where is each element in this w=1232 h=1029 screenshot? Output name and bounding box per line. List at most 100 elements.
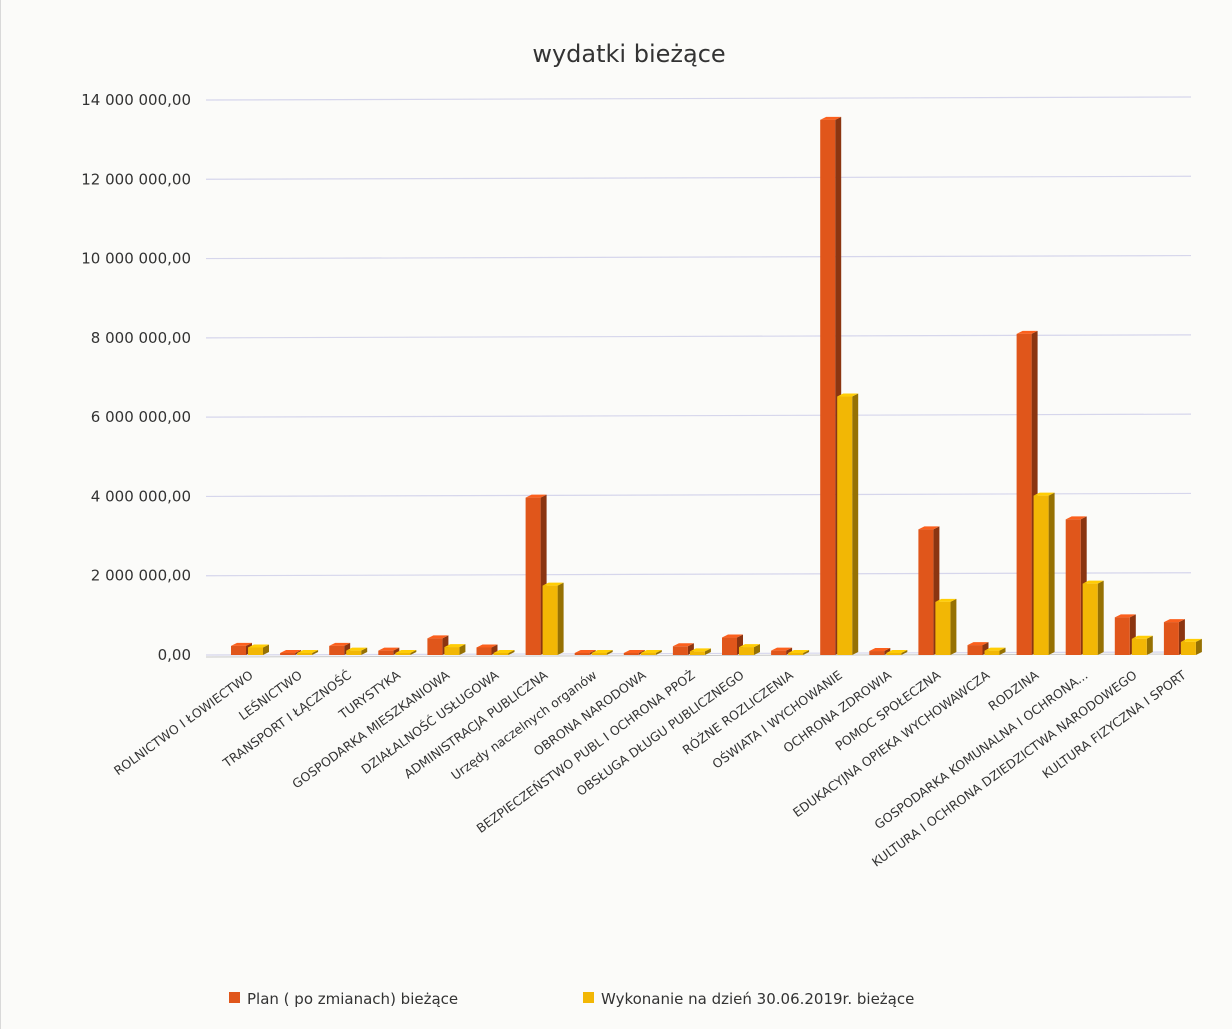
bar-front <box>329 645 345 655</box>
bar-side <box>1048 492 1055 655</box>
gridline <box>205 413 1192 418</box>
bar-front <box>476 647 492 655</box>
bar-front <box>1016 333 1032 655</box>
bars <box>231 116 1202 656</box>
bar-front <box>1114 617 1130 655</box>
bar-side <box>361 647 368 655</box>
bar-wykonanie <box>984 647 1006 655</box>
bar-side <box>754 644 760 655</box>
bar-plan <box>722 634 743 655</box>
bar-front <box>918 529 934 655</box>
gridline <box>205 175 1192 180</box>
bar-plan <box>378 647 400 655</box>
legend-swatch-plan <box>229 992 240 1003</box>
bar-top <box>1131 635 1153 639</box>
bar-front <box>623 653 639 655</box>
bar-top <box>886 650 908 653</box>
bar-side <box>1097 580 1104 655</box>
bar-front <box>689 651 705 655</box>
bar-wykonanie <box>493 650 515 655</box>
bar-front <box>869 651 885 655</box>
bar-top <box>231 642 252 646</box>
bar-wykonanie <box>1082 580 1104 655</box>
chart-title: wydatki bieżące <box>532 40 725 68</box>
y-tick-label: 2 000 000,00 <box>91 567 191 585</box>
bar-side <box>263 644 269 655</box>
bar-top <box>689 648 711 652</box>
bar-side <box>786 647 793 655</box>
bar-side <box>704 648 711 655</box>
legend-label-plan: Plan ( po zmianach) bieżące <box>247 990 458 1008</box>
bar-top <box>820 116 842 120</box>
bar-side <box>852 393 859 655</box>
y-axis-tick-labels: 0,00 2 000 000,00 4 000 000,00 6 000 000,00… <box>81 91 191 664</box>
bar-top <box>1065 516 1087 520</box>
bar-wykonanie <box>1033 492 1055 655</box>
bar-front <box>525 497 541 655</box>
bar-top <box>1180 638 1202 642</box>
bar-wykonanie <box>739 644 760 655</box>
bar-top <box>395 650 417 653</box>
bar-side <box>901 650 908 655</box>
bar-front <box>574 653 590 655</box>
bar-wykonanie <box>248 644 269 655</box>
bar-front <box>297 653 313 655</box>
bar-top <box>788 650 810 653</box>
bar-top <box>739 644 760 648</box>
bar-wykonanie <box>837 393 859 655</box>
bar-front <box>444 647 460 655</box>
bar-top <box>280 650 302 653</box>
bar-top <box>525 494 547 498</box>
bar-front <box>346 650 362 655</box>
bar-top <box>329 642 351 646</box>
bar-side <box>803 650 810 655</box>
bar-side <box>1146 635 1153 655</box>
bar-top <box>623 650 645 653</box>
bar-wykonanie <box>640 650 662 655</box>
bar-side <box>606 650 613 655</box>
bar-front <box>1065 519 1081 655</box>
bar-wykonanie <box>542 582 564 655</box>
bar-top <box>640 650 662 653</box>
bar-top <box>771 647 793 651</box>
bar-top <box>476 644 498 648</box>
x-axis-category-labels: ROLNICTWO I ŁOWIECTWOLEŚNICTWOTRANSPORT … <box>111 667 1189 870</box>
bar-front <box>1082 583 1098 655</box>
bar-side <box>393 647 400 655</box>
gridlines <box>205 96 1192 658</box>
bar-front <box>837 396 853 655</box>
bar-front <box>1163 622 1179 655</box>
bar-front <box>493 653 509 655</box>
y-tick-label: 12 000 000,00 <box>81 170 191 188</box>
bar-top <box>444 644 466 648</box>
bar-top <box>248 644 269 648</box>
bar-side <box>508 650 515 655</box>
bar-wykonanie <box>886 650 908 655</box>
bar-wykonanie <box>788 650 810 655</box>
bar-top <box>984 647 1006 651</box>
bar-front <box>395 653 411 655</box>
bar-top <box>1082 580 1104 584</box>
bar-front <box>248 647 263 655</box>
bar-plan <box>869 648 891 655</box>
bar-front <box>1180 641 1196 655</box>
bar-top <box>591 650 613 653</box>
bar-plan <box>771 647 793 655</box>
bar-top <box>493 650 515 653</box>
gridline <box>205 96 1192 101</box>
bar-top <box>967 642 989 646</box>
gridline <box>205 334 1192 339</box>
bar-top <box>346 647 368 651</box>
gridline <box>205 254 1192 260</box>
bar-front <box>591 653 607 655</box>
bar-top <box>672 643 694 647</box>
y-tick-label: 4 000 000,00 <box>91 487 191 505</box>
bar-front <box>1033 495 1049 655</box>
bar-top <box>1114 614 1136 618</box>
bar-wykonanie <box>444 644 466 655</box>
bar-wykonanie <box>591 650 613 655</box>
bar-top <box>1163 619 1185 623</box>
bar-top <box>1033 492 1055 496</box>
bar-front <box>788 653 804 655</box>
